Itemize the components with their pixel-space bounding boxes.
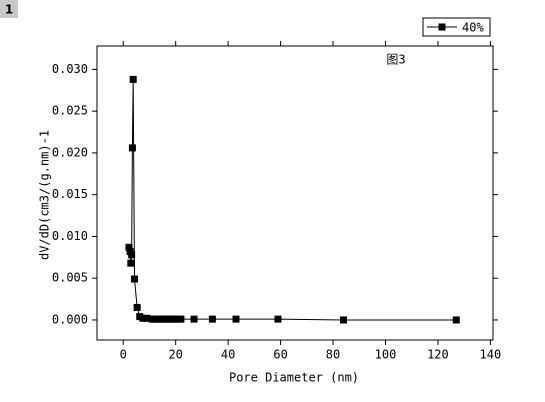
y-tick-label: 0.015	[52, 187, 88, 201]
data-point	[208, 315, 216, 323]
data-point	[190, 315, 198, 323]
x-tick-label: 0	[120, 348, 127, 362]
data-point	[139, 314, 147, 322]
data-point	[131, 275, 139, 283]
data-point	[274, 315, 282, 323]
x-tick-label: 60	[273, 348, 287, 362]
y-tick-label: 0.030	[52, 62, 88, 76]
y-tick-label: 0.025	[52, 104, 88, 118]
legend-box	[422, 17, 491, 37]
x-tick-label: 20	[168, 348, 182, 362]
data-point	[133, 303, 141, 311]
y-tick-label: 0.020	[52, 145, 88, 159]
x-axis-title: Pore Diameter (nm)	[229, 371, 359, 385]
data-point	[125, 243, 133, 251]
data-point	[452, 316, 460, 324]
x-tick-label: 40	[221, 348, 235, 362]
y-tick-label: 0.010	[52, 229, 88, 243]
y-tick-label: 0.000	[52, 312, 88, 326]
data-point	[129, 75, 137, 83]
x-tick-label: 140	[480, 348, 502, 362]
data-point	[340, 316, 348, 324]
legend-marker	[438, 23, 446, 31]
x-tick-label: 120	[427, 348, 449, 362]
panel-label: 1	[5, 3, 13, 17]
data-point	[143, 314, 151, 322]
panel-badge	[0, 0, 18, 18]
y-tick-label: 0.005	[52, 271, 88, 285]
data-point	[177, 315, 185, 323]
data-point	[128, 144, 136, 152]
y-axis-title: dV/dD(cm3/(g.nm)-1	[38, 130, 52, 260]
legend-label: 40%	[462, 21, 484, 35]
plot-frame	[96, 45, 494, 341]
data-point	[127, 259, 135, 267]
series-line	[128, 79, 457, 321]
annotation: 图3	[386, 53, 405, 67]
x-tick-label: 100	[375, 348, 397, 362]
data-point	[128, 251, 136, 259]
x-tick-label: 80	[326, 348, 340, 362]
data-point	[232, 315, 240, 323]
